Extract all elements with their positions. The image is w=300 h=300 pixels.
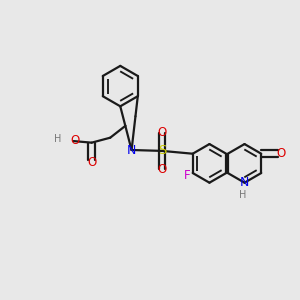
Text: O: O xyxy=(157,163,167,176)
Text: N: N xyxy=(240,176,249,189)
Text: O: O xyxy=(88,156,97,169)
Text: N: N xyxy=(127,143,136,157)
Text: S: S xyxy=(158,144,166,158)
Text: H: H xyxy=(239,190,247,200)
Text: O: O xyxy=(277,147,286,160)
Text: H: H xyxy=(54,134,62,144)
Text: O: O xyxy=(70,134,80,147)
Text: F: F xyxy=(184,169,191,182)
Text: O: O xyxy=(157,126,167,139)
